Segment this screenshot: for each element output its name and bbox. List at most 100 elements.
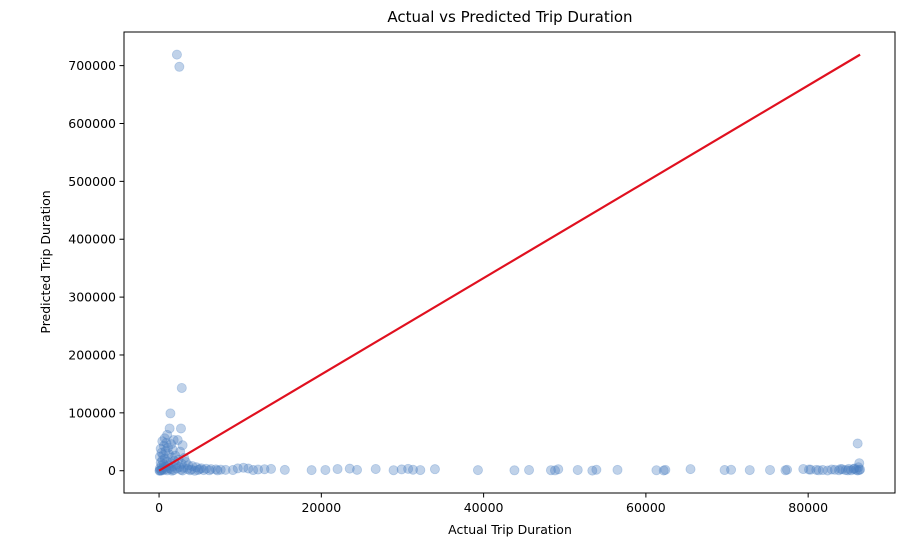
data-point (553, 464, 564, 475)
data-point (403, 463, 414, 474)
data-point (168, 465, 179, 476)
axis-ticks: 0 20000 40000 60000 80000 0 100000 200000 300000… (68, 58, 828, 515)
data-point (253, 464, 264, 475)
data-point (306, 465, 317, 476)
data-point (509, 465, 520, 476)
data-point (196, 463, 207, 474)
y-tick-label: 500000 (68, 174, 116, 189)
data-point (175, 464, 186, 475)
reference-line (158, 53, 861, 472)
y-tick-label: 300000 (68, 290, 116, 305)
data-point (524, 465, 535, 476)
data-point (158, 450, 169, 461)
data-point (198, 465, 209, 476)
data-point (472, 465, 483, 476)
y-tick-label: 100000 (68, 405, 116, 420)
data-point (726, 464, 737, 475)
data-point (852, 438, 863, 449)
data-point (176, 382, 187, 393)
data-point (259, 464, 270, 475)
data-point (822, 465, 833, 476)
data-point (344, 463, 355, 474)
data-point (194, 464, 205, 475)
data-point (572, 464, 583, 475)
data-point (178, 462, 189, 473)
data-point (182, 463, 193, 474)
data-point (352, 464, 363, 475)
data-point (853, 462, 864, 473)
data-point (191, 462, 202, 473)
data-point (166, 439, 177, 450)
data-point (803, 464, 814, 475)
data-point (205, 464, 216, 475)
data-point (155, 443, 166, 454)
x-axis-label: Actual Trip Duration (448, 522, 572, 537)
data-point (171, 49, 182, 60)
data-point (835, 463, 846, 474)
data-point (591, 464, 602, 475)
data-point (545, 465, 556, 476)
data-point (248, 465, 259, 476)
x-tick-label: 0 (155, 500, 163, 515)
data-point (685, 464, 696, 475)
x-tick-label: 60000 (626, 500, 666, 515)
data-point (180, 457, 191, 468)
data-point (168, 435, 179, 446)
data-point (805, 464, 816, 475)
data-point (651, 465, 662, 476)
x-tick-label: 40000 (464, 500, 504, 515)
data-point (159, 433, 170, 444)
plot-area-frame (123, 31, 896, 494)
y-tick-label: 600000 (68, 116, 116, 131)
data-point (848, 464, 859, 475)
data-point (837, 464, 848, 475)
data-point (193, 464, 204, 475)
data-point (162, 442, 173, 453)
data-point (215, 464, 226, 475)
data-point (854, 458, 865, 469)
data-point (849, 463, 860, 474)
data-point (243, 463, 254, 474)
scatter-points (154, 49, 866, 476)
data-point (833, 465, 844, 476)
data-point (177, 440, 188, 451)
data-point (587, 465, 598, 476)
data-point (171, 463, 182, 474)
y-tick-label: 400000 (68, 232, 116, 247)
x-tick-label: 80000 (788, 500, 828, 515)
data-point (238, 462, 249, 473)
data-point (429, 464, 440, 475)
data-point (177, 465, 188, 476)
data-point (320, 464, 331, 475)
data-point (765, 464, 776, 475)
data-point (813, 465, 824, 476)
data-point (172, 435, 183, 446)
data-point (212, 465, 223, 476)
data-point (160, 446, 171, 457)
data-point (612, 464, 623, 475)
data-point (415, 465, 426, 476)
data-point (157, 436, 168, 447)
chart-title: Actual vs Predicted Trip Duration (387, 8, 632, 26)
data-point (550, 465, 561, 476)
data-point (811, 464, 822, 475)
data-point (829, 464, 840, 475)
data-point (220, 464, 231, 475)
data-point (210, 464, 221, 475)
data-point (174, 461, 185, 472)
data-point (744, 465, 755, 476)
data-point (201, 463, 212, 474)
data-point (780, 465, 791, 476)
data-point (658, 465, 669, 476)
data-point (232, 463, 243, 474)
data-point (279, 464, 290, 475)
data-point (227, 465, 238, 476)
data-point (176, 458, 187, 469)
data-point (156, 447, 167, 458)
data-point (165, 408, 176, 419)
data-point (167, 465, 178, 476)
y-axis-label: Predicted Trip Duration (38, 190, 53, 333)
data-point (388, 465, 399, 476)
y-tick-label: 200000 (68, 347, 116, 362)
data-point (843, 463, 854, 474)
